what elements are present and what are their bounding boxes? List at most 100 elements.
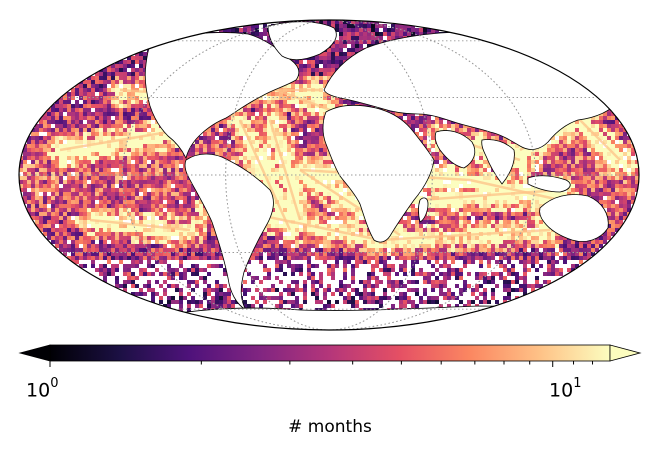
ocean-cell	[131, 76, 135, 80]
ocean-cell	[83, 136, 87, 140]
ocean-cell	[231, 148, 235, 152]
ocean-cell	[243, 108, 247, 112]
ocean-cell	[483, 176, 487, 180]
ocean-cell	[603, 156, 607, 160]
ocean-cell	[163, 184, 167, 188]
ocean-cell	[591, 184, 595, 188]
ocean-cell	[371, 24, 375, 28]
ocean-cell	[603, 136, 607, 140]
ocean-cell	[147, 116, 151, 120]
ocean-cell	[363, 32, 367, 36]
ocean-cell	[299, 60, 303, 64]
ocean-cell	[511, 180, 515, 184]
ocean-cell	[83, 132, 87, 136]
ocean-cell	[143, 104, 147, 108]
ocean-cell	[43, 148, 47, 152]
ocean-cell	[567, 152, 571, 156]
ocean-cell	[283, 132, 287, 136]
ocean-cell	[519, 176, 523, 180]
ocean-cell	[51, 180, 55, 184]
ocean-cell	[319, 108, 323, 112]
ocean-cell	[75, 120, 79, 124]
ocean-cell	[335, 176, 339, 180]
ocean-cell	[127, 160, 131, 164]
ocean-cell	[623, 164, 627, 168]
ocean-cell	[135, 72, 139, 76]
ocean-cell	[587, 164, 591, 168]
ocean-cell	[275, 164, 279, 168]
ocean-cell	[55, 128, 59, 132]
ocean-cell	[627, 180, 631, 184]
ocean-cell	[199, 140, 203, 144]
ocean-cell	[599, 136, 603, 140]
ocean-cell	[583, 132, 587, 136]
ocean-cell	[103, 104, 107, 108]
ocean-cell	[123, 160, 127, 164]
ocean-cell	[419, 116, 423, 120]
ocean-cell	[255, 132, 259, 136]
ocean-cell	[115, 84, 119, 88]
ocean-cell	[323, 104, 327, 108]
ocean-cell	[355, 28, 359, 32]
ocean-cell	[579, 140, 583, 144]
ocean-cell	[351, 32, 355, 36]
ocean-cell	[119, 120, 123, 124]
ocean-cell	[611, 148, 615, 152]
ocean-cell	[587, 120, 591, 124]
ocean-cell	[179, 168, 183, 172]
ocean-cell	[459, 128, 463, 132]
ocean-cell	[75, 116, 79, 120]
ocean-cell	[111, 164, 115, 168]
ocean-cell	[619, 152, 623, 156]
ocean-cell	[359, 40, 363, 44]
ocean-cell	[475, 160, 479, 164]
ocean-cell	[43, 156, 47, 160]
ocean-cell	[399, 112, 403, 116]
ocean-cell	[607, 164, 611, 168]
ocean-cell	[87, 168, 91, 172]
ocean-cell	[615, 168, 619, 172]
ocean-cell	[567, 144, 571, 148]
ocean-cell	[155, 168, 159, 172]
ocean-cell	[123, 68, 127, 72]
ocean-cell	[239, 112, 243, 116]
ocean-cell	[627, 176, 631, 180]
ocean-cell	[51, 148, 55, 152]
ocean-cell	[423, 116, 427, 120]
ocean-cell	[615, 160, 619, 164]
ocean-cell	[519, 168, 523, 172]
ocean-cell	[259, 144, 263, 148]
ocean-cell	[287, 156, 291, 160]
ocean-cell	[135, 120, 139, 124]
ocean-cell	[327, 156, 331, 160]
ocean-cell	[135, 96, 139, 100]
ocean-cell	[231, 140, 235, 144]
ocean-cell	[483, 156, 487, 160]
ocean-cell	[603, 124, 607, 128]
ocean-cell	[343, 24, 347, 28]
ocean-cell	[19, 160, 23, 164]
ocean-cell	[119, 156, 123, 160]
ocean-cell	[543, 148, 547, 152]
ocean-cell	[111, 72, 115, 76]
ocean-cell	[51, 132, 55, 136]
ocean-cell	[275, 168, 279, 172]
ocean-cell	[95, 76, 99, 80]
ocean-cell	[127, 140, 131, 144]
ocean-cell	[215, 132, 219, 136]
ocean-cell	[55, 148, 59, 152]
ocean-cell	[315, 20, 319, 24]
ocean-cell	[335, 20, 339, 24]
ocean-cell	[323, 72, 327, 76]
ocean-cell	[579, 168, 583, 172]
ocean-cell	[79, 160, 83, 164]
ocean-cell	[323, 80, 327, 84]
ocean-cell	[143, 120, 147, 124]
ocean-cell	[299, 136, 303, 140]
ocean-cell	[139, 60, 143, 64]
ocean-cell	[567, 176, 571, 180]
ocean-cell	[79, 108, 83, 112]
ocean-cell	[223, 144, 227, 148]
ocean-cell	[123, 60, 127, 64]
ocean-cell	[111, 112, 115, 116]
